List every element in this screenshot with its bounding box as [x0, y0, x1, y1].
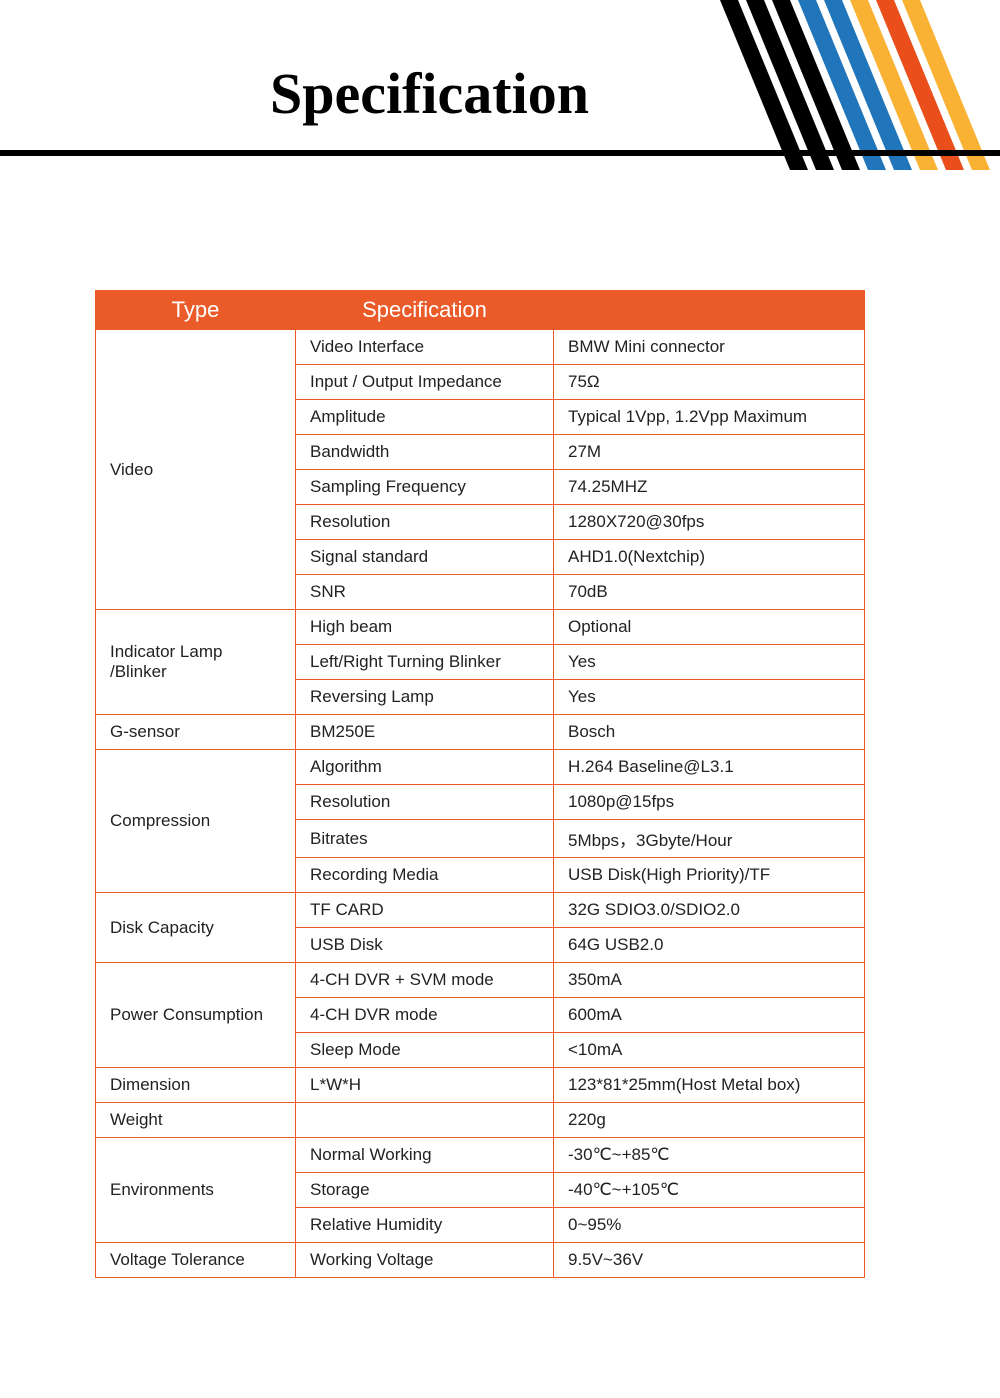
- page-title: Specification: [270, 60, 589, 127]
- header-stripes-icon: [680, 0, 1000, 170]
- spec-cell: Reversing Lamp: [296, 680, 554, 715]
- value-cell: <10mA: [554, 1033, 865, 1068]
- spec-cell: Relative Humidity: [296, 1208, 554, 1243]
- value-cell: Typical 1Vpp, 1.2Vpp Maximum: [554, 400, 865, 435]
- category-cell: G-sensor: [96, 715, 296, 750]
- category-cell: Video: [96, 330, 296, 610]
- spec-cell: Signal standard: [296, 540, 554, 575]
- value-cell: 123*81*25mm(Host Metal box): [554, 1068, 865, 1103]
- value-cell: Yes: [554, 680, 865, 715]
- table-row: Weight 220g: [96, 1103, 865, 1138]
- spec-table: Type Specification VideoVideo InterfaceB…: [95, 290, 865, 1278]
- category-cell: Voltage Tolerance: [96, 1243, 296, 1278]
- spec-cell: Left/Right Turning Blinker: [296, 645, 554, 680]
- value-cell: Yes: [554, 645, 865, 680]
- spec-cell: Video Interface: [296, 330, 554, 365]
- spec-cell: Resolution: [296, 505, 554, 540]
- header-spec: Specification: [296, 291, 554, 330]
- header-value: [554, 291, 865, 330]
- value-cell: Optional: [554, 610, 865, 645]
- value-cell: 75Ω: [554, 365, 865, 400]
- spec-cell: SNR: [296, 575, 554, 610]
- table-row: Disk CapacityTF CARD32G SDIO3.0/SDIO2.0: [96, 893, 865, 928]
- spec-table-body: VideoVideo InterfaceBMW Mini connectorIn…: [96, 330, 865, 1278]
- value-cell: Bosch: [554, 715, 865, 750]
- table-row: DimensionL*W*H123*81*25mm(Host Metal box…: [96, 1068, 865, 1103]
- spec-cell: Amplitude: [296, 400, 554, 435]
- spec-cell: TF CARD: [296, 893, 554, 928]
- spec-cell: 4-CH DVR + SVM mode: [296, 963, 554, 998]
- table-row: Indicator Lamp /BlinkerHigh beamOptional: [96, 610, 865, 645]
- category-cell: Weight: [96, 1103, 296, 1138]
- table-row: CompressionAlgorithmH.264 Baseline@L3.1: [96, 750, 865, 785]
- spec-cell: USB Disk: [296, 928, 554, 963]
- spec-cell: BM250E: [296, 715, 554, 750]
- table-row: EnvironmentsNormal Working-30℃~+85℃: [96, 1138, 865, 1173]
- spec-cell: [296, 1103, 554, 1138]
- category-cell: Environments: [96, 1138, 296, 1243]
- spec-cell: Sampling Frequency: [296, 470, 554, 505]
- spec-cell: Storage: [296, 1173, 554, 1208]
- spec-cell: Bitrates: [296, 820, 554, 858]
- value-cell: 600mA: [554, 998, 865, 1033]
- value-cell: 74.25MHZ: [554, 470, 865, 505]
- value-cell: 1280X720@30fps: [554, 505, 865, 540]
- table-row: Voltage ToleranceWorking Voltage9.5V~36V: [96, 1243, 865, 1278]
- spec-cell: Algorithm: [296, 750, 554, 785]
- header-type: Type: [96, 291, 296, 330]
- spec-cell: Bandwidth: [296, 435, 554, 470]
- spec-cell: 4-CH DVR mode: [296, 998, 554, 1033]
- table-row: G-sensorBM250EBosch: [96, 715, 865, 750]
- value-cell: H.264 Baseline@L3.1: [554, 750, 865, 785]
- spec-cell: Recording Media: [296, 858, 554, 893]
- spec-cell: Normal Working: [296, 1138, 554, 1173]
- category-cell: Indicator Lamp /Blinker: [96, 610, 296, 715]
- page-header: Specification: [0, 0, 1000, 180]
- spec-cell: Working Voltage: [296, 1243, 554, 1278]
- category-cell: Disk Capacity: [96, 893, 296, 963]
- category-cell: Compression: [96, 750, 296, 893]
- value-cell: 220g: [554, 1103, 865, 1138]
- value-cell: 70dB: [554, 575, 865, 610]
- value-cell: 350mA: [554, 963, 865, 998]
- spec-cell: Sleep Mode: [296, 1033, 554, 1068]
- value-cell: 9.5V~36V: [554, 1243, 865, 1278]
- value-cell: 5Mbps，3Gbyte/Hour: [554, 820, 865, 858]
- value-cell: USB Disk(High Priority)/TF: [554, 858, 865, 893]
- category-cell: Dimension: [96, 1068, 296, 1103]
- value-cell: BMW Mini connector: [554, 330, 865, 365]
- value-cell: -40℃~+105℃: [554, 1173, 865, 1208]
- header-underline: [0, 150, 1000, 156]
- table-row: VideoVideo InterfaceBMW Mini connector: [96, 330, 865, 365]
- table-row: Power Consumption4-CH DVR + SVM mode350m…: [96, 963, 865, 998]
- value-cell: 64G USB2.0: [554, 928, 865, 963]
- value-cell: 32G SDIO3.0/SDIO2.0: [554, 893, 865, 928]
- table-header-row: Type Specification: [96, 291, 865, 330]
- category-cell: Power Consumption: [96, 963, 296, 1068]
- value-cell: -30℃~+85℃: [554, 1138, 865, 1173]
- spec-cell: Input / Output Impedance: [296, 365, 554, 400]
- value-cell: 27M: [554, 435, 865, 470]
- value-cell: 1080p@15fps: [554, 785, 865, 820]
- value-cell: AHD1.0(Nextchip): [554, 540, 865, 575]
- spec-cell: Resolution: [296, 785, 554, 820]
- value-cell: 0~95%: [554, 1208, 865, 1243]
- spec-table-container: Type Specification VideoVideo InterfaceB…: [95, 290, 865, 1278]
- spec-cell: High beam: [296, 610, 554, 645]
- spec-cell: L*W*H: [296, 1068, 554, 1103]
